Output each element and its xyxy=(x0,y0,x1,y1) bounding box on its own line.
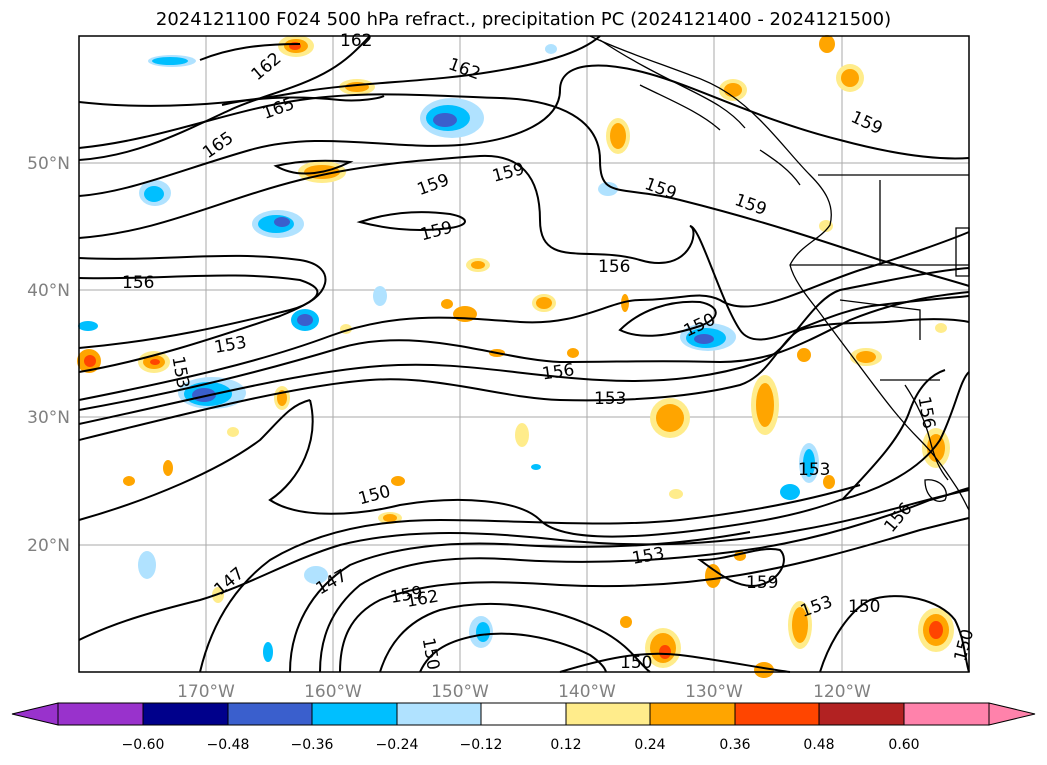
colorbar-swatch xyxy=(57,702,144,726)
colorbar-swatch xyxy=(396,702,482,726)
contour-label: 156 xyxy=(541,360,576,384)
lat-label-50: 50°N xyxy=(27,154,70,174)
lat-label-40: 40°N xyxy=(27,281,70,301)
colorbar-tick: −0.60 xyxy=(122,737,165,753)
precip-patches xyxy=(77,35,954,678)
colorbar-extend-low xyxy=(11,702,59,726)
colorbar-tick: 0.60 xyxy=(888,737,919,753)
lat-label-30: 30°N xyxy=(27,408,70,428)
lon-label-130w: 130°W xyxy=(685,682,743,702)
colorbar-swatch xyxy=(734,702,820,726)
colorbar-swatch xyxy=(903,702,990,726)
contour-label: 150 xyxy=(848,597,880,617)
colorbar-swatch xyxy=(818,702,905,726)
contour-lines xyxy=(78,35,970,673)
map-frame xyxy=(79,36,969,672)
lon-label-170w: 170°W xyxy=(177,682,235,702)
colorbar-tick: 0.24 xyxy=(634,737,665,753)
contour-label: 156 xyxy=(598,257,630,277)
colorbar-swatch xyxy=(227,702,313,726)
colorbar-swatch xyxy=(480,702,567,726)
contour-label: 159 xyxy=(746,573,778,593)
colorbar-tick: 0.12 xyxy=(550,737,581,753)
colorbar-extend-high xyxy=(988,702,1036,726)
contour-labels: 162 162 162 165 165 159 159 159 156 156 … xyxy=(122,31,978,673)
colorbar-swatch xyxy=(142,702,229,726)
colorbar-tick: −0.36 xyxy=(291,737,334,753)
contour-label: 150 xyxy=(620,653,652,673)
colorbar-swatch xyxy=(565,702,651,726)
lon-label-150w: 150°W xyxy=(431,682,489,702)
map-title: 2024121100 F024 500 hPa refract., precip… xyxy=(155,9,892,30)
colorbar-tick: −0.12 xyxy=(460,737,503,753)
colorbar-swatch xyxy=(311,702,398,726)
lat-label-20: 20°N xyxy=(27,536,70,556)
colorbar-ticks: −0.60 −0.48 −0.36 −0.24 −0.12 0.12 0.24 … xyxy=(122,737,920,753)
colorbar-tick: −0.24 xyxy=(376,737,419,753)
lon-label-160w: 160°W xyxy=(304,682,362,702)
lon-label-120w: 120°W xyxy=(813,682,871,702)
colorbar-tick: 0.36 xyxy=(719,737,750,753)
colorbar xyxy=(11,702,1036,726)
coastlines xyxy=(589,35,970,511)
contour-label: 153 xyxy=(594,389,626,409)
colorbar-tick: 0.48 xyxy=(803,737,834,753)
contour-label: 162 xyxy=(340,31,372,51)
contour-label: 156 xyxy=(122,273,154,293)
contour-label: 153 xyxy=(798,460,830,480)
colorbar-tick: −0.48 xyxy=(207,737,250,753)
map-border xyxy=(78,35,970,673)
colorbar-swatch xyxy=(649,702,736,726)
lon-label-140w: 140°W xyxy=(558,682,616,702)
